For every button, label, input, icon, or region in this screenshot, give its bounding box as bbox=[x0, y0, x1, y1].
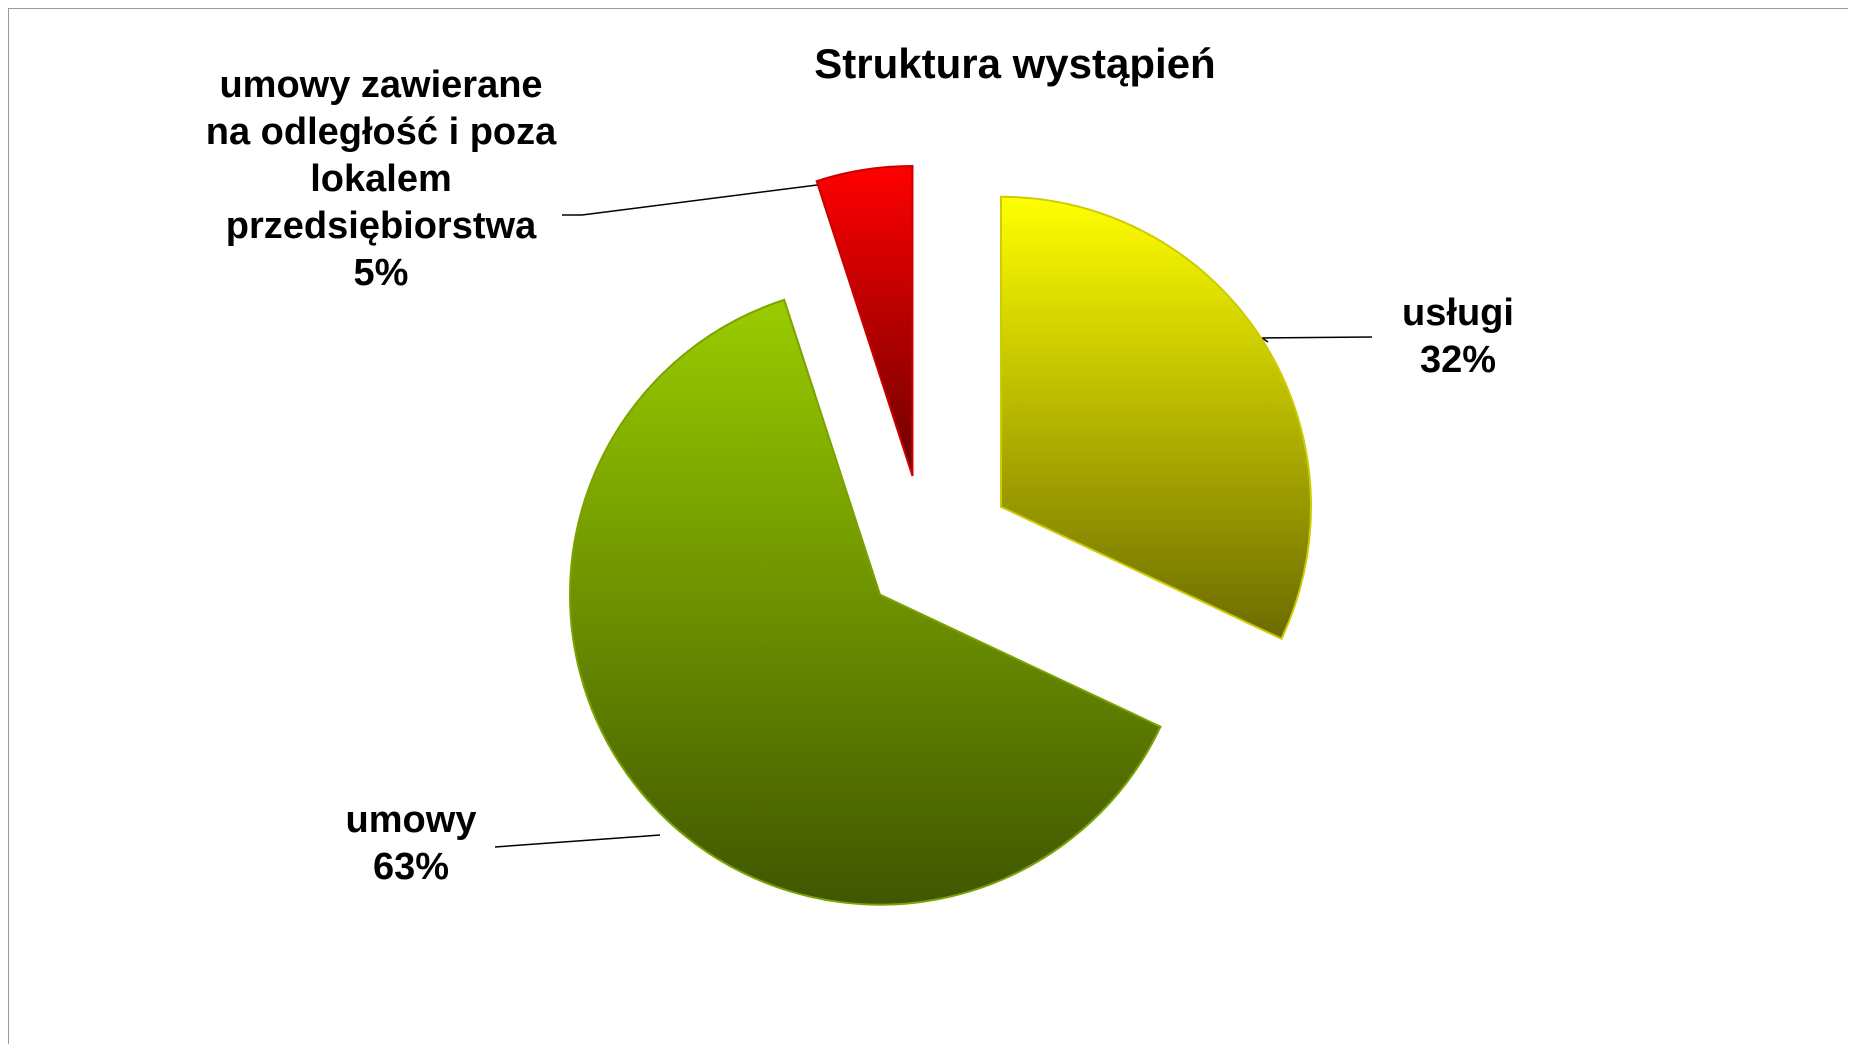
pie-slice bbox=[569, 298, 1162, 906]
chart-frame bbox=[8, 8, 1848, 1044]
value-label: 5% bbox=[353, 252, 409, 294]
category-label: umowy bbox=[345, 799, 477, 841]
leader-line bbox=[494, 834, 661, 848]
pie-slice bbox=[815, 164, 914, 477]
category-label: usługi bbox=[1402, 292, 1514, 334]
data-label: umowy zawierane na odległość i poza loka… bbox=[196, 62, 566, 297]
data-label: umowy 63% bbox=[291, 797, 531, 891]
data-label: usługi 32% bbox=[1338, 290, 1578, 384]
category-label: umowy zawierane na odległość i poza loka… bbox=[205, 64, 557, 247]
leader-line bbox=[562, 176, 881, 216]
chart-title: Struktura wystąpień bbox=[814, 40, 1216, 87]
value-label: 63% bbox=[372, 846, 450, 888]
pie-slice bbox=[999, 195, 1312, 641]
value-label: 32% bbox=[1419, 339, 1497, 381]
